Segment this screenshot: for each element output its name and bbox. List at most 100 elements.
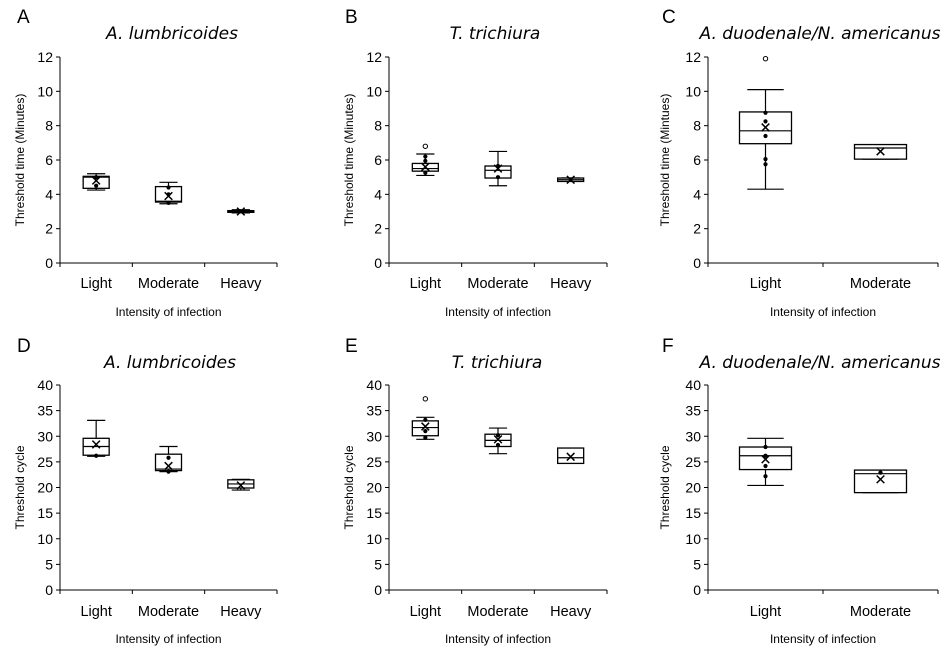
y-tick-label: 25 — [685, 454, 701, 470]
box-plot-light — [738, 56, 793, 190]
mean-marker — [164, 461, 173, 471]
y-tick-label: 8 — [374, 118, 382, 134]
box-plot-heavy — [227, 478, 255, 491]
y-tick-label: 10 — [685, 531, 701, 547]
box-plot-moderate — [484, 427, 512, 455]
box-plot-light — [738, 437, 793, 487]
mean-marker — [164, 191, 173, 201]
chart-title: A. duodenale/N. americanus — [699, 353, 941, 373]
box-plot-moderate — [853, 469, 908, 494]
y-axis-title: Threshold cycle — [342, 445, 356, 529]
y-tick-label: 20 — [685, 480, 701, 496]
data-point — [423, 417, 428, 422]
outlier-point — [422, 396, 429, 402]
box-plot-moderate — [853, 143, 908, 160]
x-category-label: Light — [80, 604, 111, 620]
y-tick-label: 2 — [693, 221, 701, 237]
box-plot-heavy — [557, 447, 585, 465]
outlier-point — [422, 143, 429, 149]
y-tick-label: 4 — [45, 186, 53, 202]
data-point — [878, 470, 883, 475]
y-tick-label: 2 — [45, 221, 53, 237]
data-point — [763, 110, 768, 115]
mean-marker — [421, 422, 430, 431]
y-tick-label: 6 — [45, 152, 53, 168]
x-axis-title: Intensity of infection — [115, 632, 221, 646]
data-point — [763, 474, 768, 479]
y-tick-label: 30 — [37, 428, 53, 444]
mean-marker — [761, 454, 770, 464]
data-point — [495, 433, 501, 438]
y-tick-label: 35 — [37, 403, 53, 419]
chart-panel-b: B T. trichiura 0 2 4 6 8 10 12 Light Moderate Heavy… — [342, 7, 608, 319]
mean-marker — [91, 440, 101, 449]
y-tick-label: 40 — [366, 377, 382, 393]
data-point — [495, 442, 501, 448]
y-tick-label: 35 — [366, 403, 382, 419]
x-axis-title: Intensity of infection — [115, 305, 221, 319]
mean-marker — [236, 207, 246, 216]
y-tick-label: 15 — [685, 505, 701, 521]
y-tick-label: 5 — [374, 556, 382, 572]
y-tick-label: 40 — [37, 377, 53, 393]
y-axis-title: Threshold time (Mintues) — [658, 94, 672, 227]
y-tick-label: 0 — [374, 255, 382, 271]
panel-letter: B — [345, 7, 358, 28]
y-tick-label: 8 — [693, 118, 701, 134]
y-tick-label: 12 — [37, 49, 53, 65]
x-category-label: Heavy — [220, 276, 262, 292]
mean-marker — [566, 175, 575, 185]
y-tick-label: 10 — [37, 531, 53, 547]
y-tick-label: 10 — [366, 531, 382, 547]
x-category-label: Light — [410, 276, 441, 292]
y-tick-label: 25 — [37, 454, 53, 470]
mean-marker — [566, 452, 575, 462]
outlier-point — [762, 56, 769, 62]
data-point — [166, 455, 171, 460]
chart-title: A. duodenale/N. americanus — [699, 24, 941, 44]
box-plot-heavy — [227, 207, 255, 216]
y-axis-title: Threshold time (Minutes) — [342, 94, 356, 227]
mean-marker — [761, 123, 770, 132]
y-tick-label: 8 — [45, 118, 53, 134]
y-tick-label: 15 — [37, 505, 53, 521]
x-category-label: Light — [750, 604, 781, 620]
data-point — [423, 154, 428, 159]
box-plot-light — [411, 143, 439, 177]
chart-panel-c: C A. duodenale/N. americanus 0 2 4 6 8 10 12 Ligh… — [658, 7, 941, 319]
y-axis-title: Threshold cycle — [13, 445, 27, 529]
x-category-label: Light — [80, 276, 111, 292]
x-category-label: Light — [410, 604, 441, 620]
chart-panel-d: D A. lumbricoides 0 5 10 15 20 25 30 35 40 Light Mod… — [13, 336, 278, 646]
panel-letter: A — [17, 7, 30, 28]
box-plot-moderate — [484, 150, 512, 187]
data-point — [763, 453, 768, 458]
box-plot-light — [411, 396, 439, 440]
y-tick-label: 5 — [693, 556, 701, 572]
y-tick-label: 20 — [366, 480, 382, 496]
data-point — [423, 170, 428, 175]
y-tick-label: 40 — [685, 377, 701, 393]
data-point — [495, 175, 501, 180]
box-plot-heavy — [557, 175, 585, 185]
y-tick-label: 25 — [366, 454, 382, 470]
y-axis-title: Threshold cycle — [658, 445, 672, 529]
panel-letter: F — [662, 336, 674, 357]
y-tick-label: 4 — [693, 186, 701, 202]
data-point — [763, 444, 768, 450]
chart-title: A. lumbricoides — [105, 24, 238, 44]
box-iqr — [853, 469, 908, 494]
x-category-label: Heavy — [550, 604, 592, 620]
data-point — [763, 133, 768, 139]
y-tick-label: 5 — [45, 556, 53, 572]
chart-panel-e: E T. trichiura 0 5 10 15 20 25 30 35 40 Light Modera… — [342, 336, 608, 646]
panel-letter: D — [17, 336, 31, 357]
x-axis-title: Intensity of infection — [770, 305, 876, 319]
y-tick-label: 6 — [374, 152, 382, 168]
y-tick-label: 0 — [693, 255, 701, 271]
mean-marker — [493, 164, 503, 173]
y-tick-label: 6 — [693, 152, 701, 168]
data-point — [763, 162, 768, 167]
y-tick-label: 10 — [685, 83, 701, 99]
